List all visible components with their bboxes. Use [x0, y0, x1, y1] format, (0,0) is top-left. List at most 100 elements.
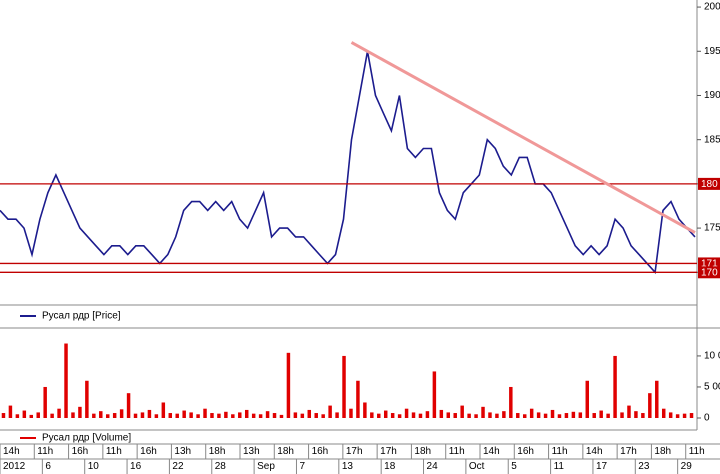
volume-bar — [126, 393, 131, 418]
x-tick-label: 10 — [88, 461, 100, 472]
x-tick-label: 16h — [517, 446, 534, 457]
level-label-box — [698, 177, 720, 190]
volume-bar — [439, 409, 444, 418]
volume-bar — [57, 408, 61, 418]
x-tick-label: 14h — [586, 446, 603, 457]
y-tick-label: 190 — [704, 90, 720, 101]
x-tick-label: 11 — [554, 461, 565, 472]
volume-bar — [411, 412, 416, 418]
volume-bar — [522, 414, 527, 418]
x-tick-label: 17h — [380, 446, 397, 457]
x-tick-label: Sep — [257, 461, 275, 472]
volume-bar — [488, 412, 492, 418]
level-label: 180 — [701, 179, 718, 190]
volume-bar — [564, 413, 569, 418]
x-tick-label: Oct — [469, 461, 485, 472]
x-tick-label: 13h — [174, 446, 191, 457]
x-tick-label: 18 — [384, 461, 396, 472]
volume-bar — [349, 408, 353, 418]
volume-bar — [279, 414, 284, 418]
volume-bar — [529, 408, 534, 418]
trendline — [350, 41, 696, 234]
volume-bar — [119, 409, 124, 418]
volume-bar — [550, 409, 555, 418]
x-tick-label: 16h — [312, 446, 329, 457]
volume-bar — [661, 408, 666, 418]
y-tick-label: 0 — [704, 413, 710, 424]
volume-bar — [78, 406, 82, 418]
volume-bar — [161, 402, 166, 418]
volume-bar — [50, 413, 54, 418]
volume-bar — [335, 412, 339, 418]
x-tick-label: 11h — [106, 446, 122, 457]
volume-bar — [300, 413, 305, 418]
level-label: 171 — [701, 259, 718, 270]
x-tick-label: 24 — [427, 461, 439, 472]
volume-bar — [231, 414, 235, 418]
x-tick-label: 17h — [346, 446, 363, 457]
x-tick-label: 18h — [414, 446, 431, 457]
volume-bar — [196, 414, 200, 418]
volume-bar — [140, 412, 145, 418]
level-label: 170 — [701, 267, 718, 278]
volume-bar — [71, 412, 75, 418]
volume-bar — [36, 412, 40, 418]
volume-bar — [217, 413, 221, 418]
y-tick-label: 200 — [704, 2, 720, 13]
volume-bar — [105, 414, 110, 418]
volume-bar — [154, 414, 159, 418]
volume-bar — [238, 412, 242, 418]
x-tick-label: 6 — [45, 461, 51, 472]
volume-bar — [203, 408, 207, 418]
x-tick-label: 13 — [342, 461, 354, 472]
volume-bar — [543, 413, 548, 418]
volume-bar — [356, 380, 360, 418]
volume-bar — [112, 413, 117, 418]
volume-bar — [592, 413, 596, 418]
volume-bar — [147, 409, 152, 418]
volume-bar — [328, 405, 332, 418]
x-tick-label: 29 — [681, 461, 693, 472]
volume-bar — [251, 413, 256, 418]
x-tick-label: 11h — [449, 446, 465, 457]
volume-bar — [168, 413, 173, 418]
volume-bar — [85, 380, 89, 418]
volume-bar — [620, 412, 624, 418]
volume-bar — [182, 410, 186, 418]
x-tick-label: 18h — [209, 446, 226, 457]
volume-bar — [557, 414, 562, 418]
x-tick-label: 14h — [483, 446, 500, 457]
x-tick-label: 13h — [243, 446, 260, 457]
volume-bar — [606, 413, 610, 418]
x-tick-label: 14h — [3, 446, 20, 457]
volume-bar — [43, 386, 47, 418]
x-tick-label: 16h — [72, 446, 89, 457]
volume-bar — [265, 411, 270, 418]
x-tick-label: 16h — [140, 446, 157, 457]
y-tick-label: 195 — [704, 46, 720, 57]
y-tick-label: 185 — [704, 134, 720, 145]
volume-bar — [627, 405, 631, 418]
volume-bar — [536, 412, 541, 418]
volume-bar — [453, 413, 457, 418]
volume-bar — [224, 411, 228, 418]
x-tick-label: 2012 — [3, 461, 26, 472]
volume-bar — [418, 413, 423, 418]
volume-bar — [516, 413, 520, 418]
volume-bar — [314, 413, 318, 418]
x-tick-label: 11h — [552, 446, 568, 457]
volume-bar — [342, 355, 346, 418]
volume-bar — [641, 413, 645, 418]
x-tick-label: 22 — [172, 461, 184, 472]
x-tick-label: 11h — [37, 446, 53, 457]
x-tick-label: 7 — [299, 461, 305, 472]
volume-bar — [509, 386, 513, 418]
x-tick-label: 18h — [277, 446, 294, 457]
volume-bar — [8, 405, 13, 418]
volume-bar — [404, 408, 409, 418]
volume-bar — [682, 413, 687, 418]
legend-label: Русал рдр [Price] — [42, 311, 121, 322]
volume-bar — [474, 414, 478, 418]
